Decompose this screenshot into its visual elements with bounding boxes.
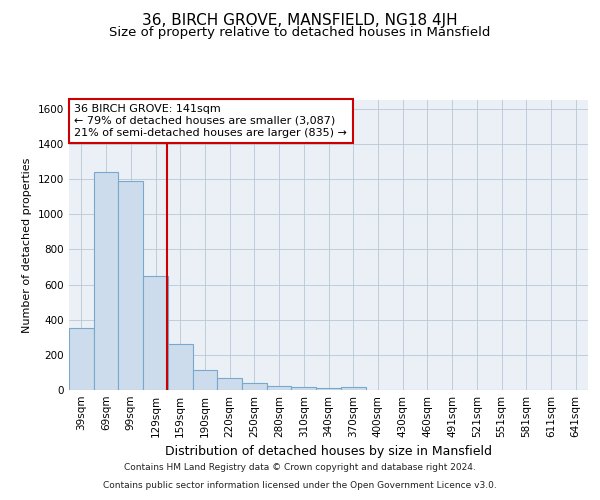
Bar [316, 388, 341, 390]
Bar [242, 384, 267, 390]
Text: 36, BIRCH GROVE, MANSFIELD, NG18 4JH: 36, BIRCH GROVE, MANSFIELD, NG18 4JH [142, 12, 458, 28]
Bar [267, 386, 292, 390]
Y-axis label: Number of detached properties: Number of detached properties [22, 158, 32, 332]
Bar [94, 172, 118, 390]
Bar [143, 276, 168, 390]
Bar [217, 378, 242, 390]
Bar [118, 181, 143, 390]
X-axis label: Distribution of detached houses by size in Mansfield: Distribution of detached houses by size … [165, 446, 492, 458]
Bar [69, 328, 94, 390]
Text: Contains public sector information licensed under the Open Government Licence v3: Contains public sector information licen… [103, 481, 497, 490]
Text: Contains HM Land Registry data © Crown copyright and database right 2024.: Contains HM Land Registry data © Crown c… [124, 464, 476, 472]
Text: 36 BIRCH GROVE: 141sqm
← 79% of detached houses are smaller (3,087)
21% of semi-: 36 BIRCH GROVE: 141sqm ← 79% of detached… [74, 104, 347, 138]
Bar [341, 388, 365, 390]
Bar [168, 344, 193, 390]
Bar [193, 370, 217, 390]
Bar [292, 388, 316, 390]
Text: Size of property relative to detached houses in Mansfield: Size of property relative to detached ho… [109, 26, 491, 39]
